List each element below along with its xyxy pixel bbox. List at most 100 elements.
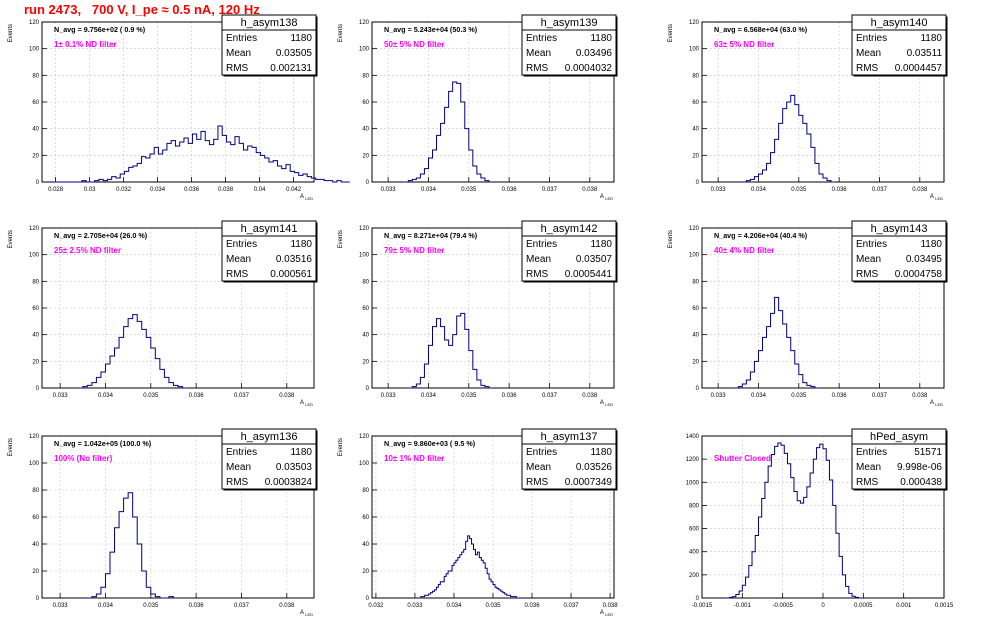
- y-tick-label: 60: [32, 515, 39, 521]
- x-axis-label-subscript: LED: [605, 196, 613, 201]
- filter-label: 100% (No filter): [54, 454, 113, 463]
- stats-key: Mean: [526, 462, 551, 473]
- y-tick-label: 80: [362, 73, 369, 79]
- y-tick-label: 600: [689, 527, 700, 533]
- y-axis-label: Events: [668, 24, 674, 42]
- histogram-series: [52, 125, 350, 183]
- x-tick-label: 0.038: [279, 603, 295, 609]
- stats-key: RMS: [526, 63, 549, 74]
- histogram-series: [734, 296, 819, 389]
- x-tick-label: 0.037: [234, 603, 250, 609]
- y-tick-label: 80: [362, 488, 369, 494]
- filter-label: 63± 5% ND filter: [714, 40, 774, 49]
- histogram-series: [418, 535, 519, 599]
- x-tick-label: 0.036: [832, 187, 848, 193]
- stats-value: 0.0007349: [565, 477, 613, 488]
- y-tick-label: 40: [362, 542, 369, 548]
- y-axis-label: Events: [8, 24, 14, 42]
- x-tick-label: 0.037: [872, 393, 888, 399]
- stats-histogram-name: h_asym140: [871, 17, 928, 29]
- x-axis-label: A LED: [600, 400, 613, 407]
- y-tick-label: 20: [692, 153, 699, 159]
- y-tick-label: 0: [366, 596, 370, 602]
- y-tick-label: 20: [362, 359, 369, 365]
- stats-value: 0.0004758: [895, 269, 943, 280]
- stats-box: [521, 428, 617, 490]
- x-axis-label: A LED: [600, 194, 613, 201]
- stats-histogram-name: h_asym137: [541, 431, 598, 443]
- stats-key: Mean: [526, 254, 551, 265]
- stats-key: Mean: [856, 462, 881, 473]
- x-tick-label: 0.032: [368, 603, 384, 609]
- x-tick-label: 0.033: [381, 187, 397, 193]
- x-tick-label: 0.04: [254, 187, 266, 193]
- stats-key: Mean: [226, 462, 251, 473]
- y-tick-label: 1200: [686, 457, 700, 463]
- stats-value: 1180: [590, 239, 612, 250]
- x-tick-label: 0.033: [407, 603, 423, 609]
- stats-key: RMS: [526, 269, 549, 280]
- stats-value: 51571: [914, 447, 942, 458]
- stats-key: Entries: [856, 33, 887, 44]
- x-tick-label: 0.034: [421, 187, 437, 193]
- y-tick-label: 1400: [686, 434, 700, 440]
- stats-value: 1180: [920, 239, 942, 250]
- stats-key: Mean: [526, 48, 551, 59]
- stats-box: [521, 220, 617, 282]
- y-tick-label: 0: [366, 386, 370, 392]
- stats-histogram-name: hPed_asym: [870, 431, 928, 443]
- y-tick-label: 60: [32, 306, 39, 312]
- y-tick-label: 100: [29, 461, 40, 467]
- stats-value: 0.03507: [576, 254, 613, 265]
- y-tick-label: 0: [36, 386, 40, 392]
- histogram-series: [404, 81, 493, 183]
- filter-label: 40± 4% ND filter: [714, 246, 774, 255]
- x-axis-label: A LED: [600, 610, 613, 617]
- x-tick-label: 0.037: [234, 393, 250, 399]
- y-tick-label: 60: [362, 100, 369, 106]
- x-tick-label: 0.037: [872, 187, 888, 193]
- stats-value: 1180: [590, 447, 612, 458]
- x-tick-label: -0.0005: [772, 603, 793, 609]
- stats-key: Mean: [856, 48, 881, 59]
- y-tick-label: 20: [32, 153, 39, 159]
- y-tick-label: 120: [359, 434, 370, 440]
- x-axis-label: A LED: [300, 610, 313, 617]
- stats-value: 9.998e-06: [897, 462, 942, 473]
- filter-label: Shutter Closed: [714, 454, 771, 463]
- y-axis-label: Events: [8, 230, 14, 248]
- stats-key: RMS: [856, 269, 879, 280]
- stats-key: Entries: [226, 447, 257, 458]
- filter-label: 79± 5% ND filter: [384, 246, 444, 255]
- run-title: run 2473, 700 V, I_pe ≈ 0.5 nA, 120 Hz: [24, 2, 260, 17]
- stats-key: RMS: [526, 477, 549, 488]
- x-tick-label: 0.035: [791, 187, 807, 193]
- x-tick-label: 0.032: [116, 187, 132, 193]
- y-tick-label: 0: [696, 596, 700, 602]
- x-tick-label: 0.036: [189, 393, 205, 399]
- x-axis-label: A LED: [300, 194, 313, 201]
- y-tick-label: 40: [692, 333, 699, 339]
- y-tick-label: 60: [362, 306, 369, 312]
- y-tick-label: 120: [29, 20, 40, 26]
- x-axis-label: A LED: [300, 400, 313, 407]
- y-tick-label: 40: [32, 542, 39, 548]
- stats-value: 0.0003824: [265, 477, 313, 488]
- y-tick-label: 0: [36, 180, 40, 186]
- x-tick-label: 0.034: [446, 603, 462, 609]
- x-tick-label: 0.036: [184, 187, 200, 193]
- x-axis-label: A LED: [930, 400, 943, 407]
- histogram-panel: 0.033 0.034 0.035 0.036 0.037 0.038 0 20 40 60 80 1…: [668, 14, 948, 201]
- x-tick-label: 0.038: [603, 603, 619, 609]
- panel-title: N_avg = 9.860e+03 ( 9.5 %): [384, 439, 476, 448]
- y-tick-label: 0: [36, 596, 40, 602]
- histogram-panel: 0.033 0.034 0.035 0.036 0.037 0.038 0 20 40 60 80 1…: [338, 220, 618, 407]
- y-tick-label: 80: [362, 279, 369, 285]
- stats-value: 0.0004457: [895, 63, 943, 74]
- y-tick-label: 100: [359, 253, 370, 259]
- panel-title: N_avg = 8.271e+04 (79.4 %): [384, 231, 478, 240]
- x-tick-label: 0.036: [189, 603, 205, 609]
- y-tick-label: 100: [689, 47, 700, 53]
- stats-histogram-name: h_asym142: [541, 223, 598, 235]
- y-tick-label: 40: [362, 127, 369, 133]
